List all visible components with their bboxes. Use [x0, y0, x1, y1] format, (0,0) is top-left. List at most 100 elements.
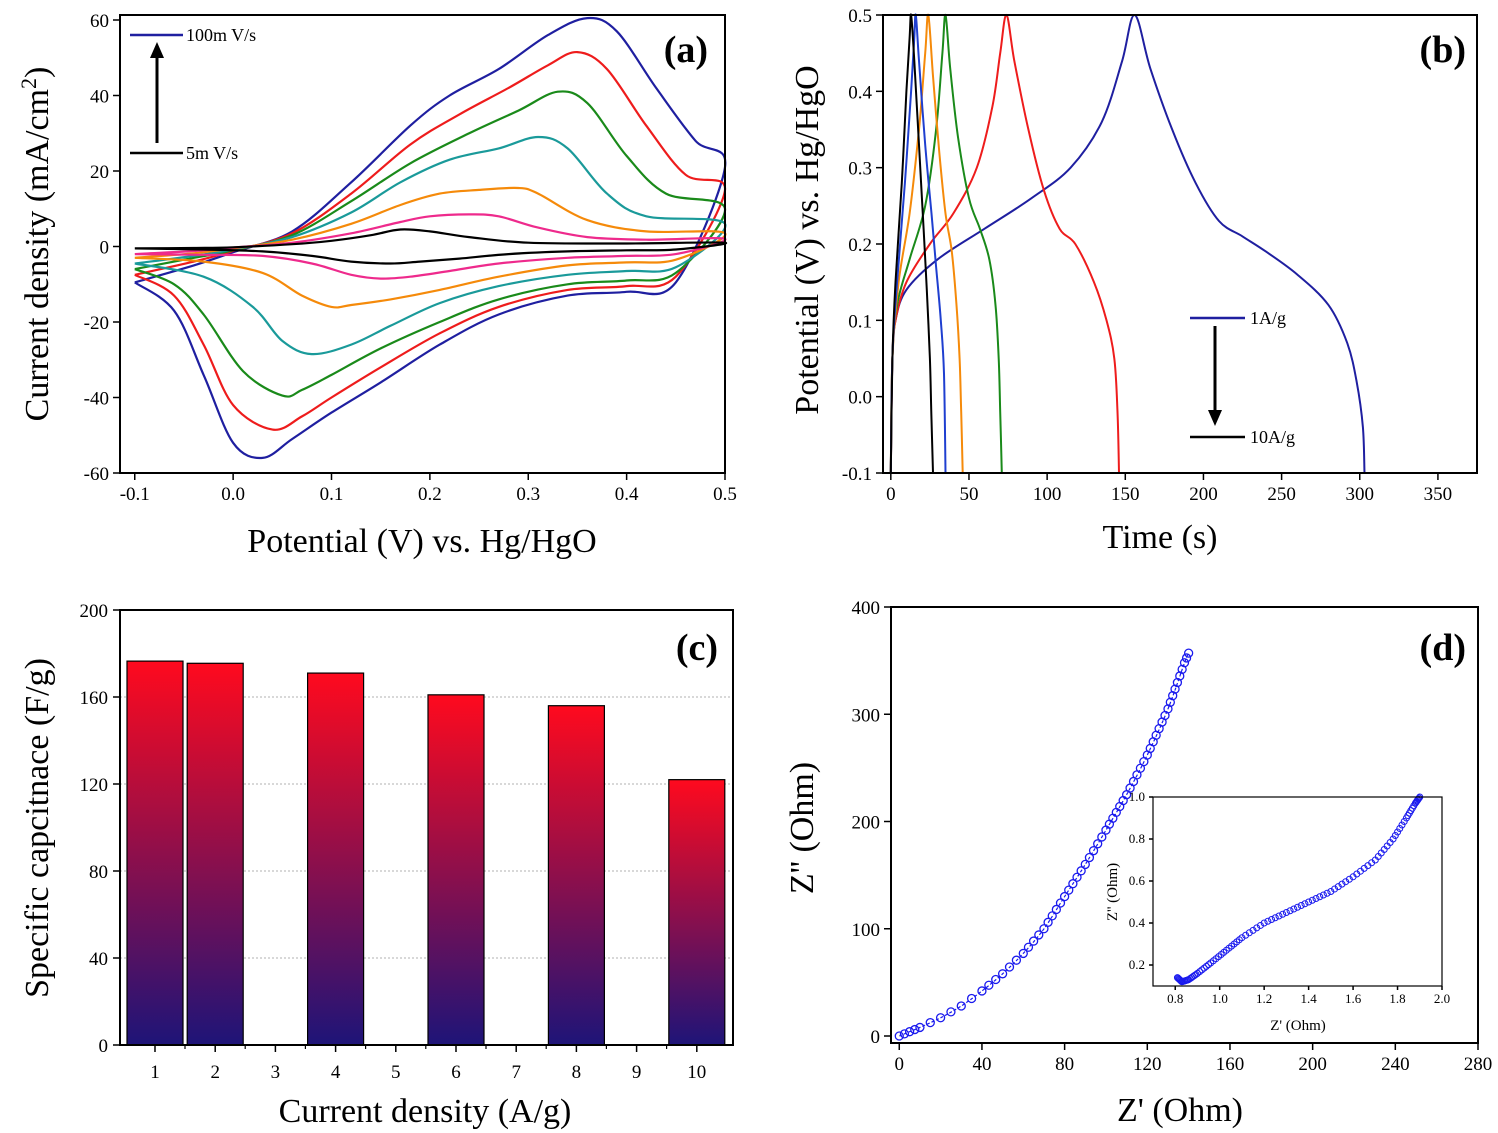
- panel-d-inset-xtick-label: 2.0: [1434, 991, 1450, 1006]
- panel-a-series-100mVs: [134, 16, 727, 460]
- panel-a-ytick-label: 40: [90, 87, 109, 108]
- panel-d-point: [1177, 664, 1187, 675]
- panel-b-xtick-label: 250: [1267, 484, 1296, 505]
- panel-d-inset-point: [1268, 916, 1276, 923]
- panel-b-xtick-label: 100: [1033, 484, 1062, 505]
- panel-d-inset-point: [1286, 907, 1294, 915]
- panel-d-inset-bg: [1153, 797, 1442, 986]
- panel-b-series-10Ag: [889, 13, 934, 474]
- panel-a-ylabel: Current density (mA/cm2): [16, 67, 56, 422]
- panel-c-frame: [119, 609, 734, 1046]
- panel-d-point: [991, 974, 1001, 985]
- panel-b-xtick-label: 200: [1189, 484, 1218, 505]
- panel-d-point: [894, 1031, 904, 1041]
- panel-b-arrow-head: [1208, 410, 1222, 426]
- panel-d-inset-xtick-label: 1.4: [1300, 991, 1317, 1006]
- panel-a-xtick-label: 0.3: [516, 484, 540, 505]
- panel-d-ytick-label: 400: [852, 598, 881, 619]
- panel-d-xtick-label: 120: [1133, 1054, 1162, 1075]
- panel-d-point: [1068, 879, 1078, 889]
- panel-d-point: [1047, 911, 1057, 921]
- panel-b-xtick-label: 0: [886, 484, 896, 505]
- panel-d-inset: 0.8 1.0 1.2 1.4 1.6 1.8 2.0 0.2 0.4 0.6 0.8 1.0 Z' …: [1105, 789, 1450, 1034]
- panel-b-series-4Ag: [889, 13, 1003, 474]
- panel-a-label: (a): [664, 29, 708, 71]
- panel-d-nyquist: 0 40 80 120 160 200 240 280 0 100 200 300 400 (d) Z'…: [784, 598, 1492, 1129]
- panel-d-point: [1080, 859, 1090, 870]
- panel-d-point: [1059, 891, 1070, 902]
- panel-d-inset-xtick-label: 0.8: [1167, 991, 1183, 1006]
- panel-d-point: [1028, 936, 1039, 946]
- panel-a-ytick-label: -40: [84, 389, 109, 410]
- panel-d-ytick-label: 200: [852, 813, 881, 834]
- panel-d-point: [1175, 671, 1185, 681]
- panel-d-ytick-label: 0: [871, 1027, 881, 1048]
- panel-d-point: [1097, 832, 1107, 842]
- panel-d-point: [1055, 898, 1066, 908]
- panel-d-xlabel: Z' (Ohm): [1117, 1092, 1243, 1129]
- panel-d-point: [915, 1022, 925, 1033]
- panel-d-inset-point: [1205, 961, 1213, 969]
- panel-c-bar-6: [427, 694, 485, 1046]
- panel-d-inset-frame: [1152, 796, 1443, 987]
- panel-a-xtick-label: 0.4: [615, 484, 639, 505]
- panel-d-inset-ytick-label: 0.4: [1129, 915, 1146, 930]
- panel-d-point: [1163, 704, 1173, 714]
- panel-c-bar-10: [668, 779, 726, 1046]
- panel-d-point: [910, 1024, 920, 1035]
- panel-d-inset-point: [1301, 900, 1309, 908]
- panel-d-inset-point: [1260, 919, 1268, 927]
- panel-a-xlabel: Potential (V) vs. Hg/HgO: [247, 523, 596, 560]
- panel-d-inset-point: [1275, 912, 1283, 920]
- panel-c-bar-4: [307, 672, 365, 1046]
- panel-b-legend-1ag: 1A/g: [1250, 308, 1286, 328]
- panel-d-inset-point: [1198, 966, 1206, 974]
- panel-a-frame: [119, 14, 726, 474]
- panel-c-bar-8: [547, 705, 606, 1046]
- panel-a-xtick-label: 0.2: [418, 484, 442, 505]
- panel-c-label: (c): [676, 627, 718, 669]
- panel-d-point: [1023, 942, 1034, 952]
- panel-d-point: [1051, 904, 1062, 915]
- panel-c-bar-1: [126, 660, 184, 1046]
- panel-c-ytick-label: 0: [99, 1036, 109, 1057]
- panel-d-inset-point: [1297, 902, 1305, 909]
- panel-d-inset-point: [1202, 962, 1210, 970]
- panel-d-point: [1093, 839, 1103, 849]
- panel-d-point: [1084, 852, 1095, 863]
- panel-a-ylabel-end: ): [19, 67, 56, 78]
- panel-b-label: (b): [1420, 29, 1466, 71]
- panel-d-point: [1168, 691, 1178, 701]
- panel-d-point: [1004, 962, 1015, 972]
- panel-d-xtick-label: 80: [1055, 1054, 1074, 1075]
- panel-d-inset-point: [1282, 909, 1290, 916]
- panel-d-point: [1018, 948, 1028, 959]
- panel-c-xtick-label: 9: [632, 1062, 642, 1083]
- panel-d-inset-point: [1396, 825, 1404, 832]
- panel-d-point: [1011, 955, 1022, 965]
- panel-a-legend-100mvs: 100m V/s: [186, 25, 256, 45]
- panel-b-xlabel: Time (s): [1103, 519, 1218, 556]
- panel-d-ylabel: Z'' (Ohm): [784, 762, 821, 894]
- panel-c-xtick-label: 8: [572, 1062, 582, 1083]
- panel-d-inset-point: [1200, 964, 1208, 972]
- panel-d-inset-xtick-label: 1.8: [1389, 991, 1405, 1006]
- panel-d-inset-ytick-label: 0.6: [1129, 873, 1146, 888]
- panel-a-ytick-label: 60: [90, 11, 109, 32]
- panel-d-point: [1179, 658, 1190, 668]
- panel-d-ytick-label: 300: [852, 705, 881, 726]
- panel-d-inset-ylabel: Z'' (Ohm): [1105, 863, 1121, 921]
- panel-c-ytick-label: 200: [80, 601, 109, 622]
- panel-c-xlabel: Current density (A/g): [279, 1093, 572, 1130]
- panel-a-xtick-label: 0.5: [713, 484, 737, 505]
- panel-c-ytick-label: 40: [89, 949, 108, 970]
- panel-d-inset-point: [1312, 895, 1320, 902]
- panel-d-inset-point: [1389, 835, 1397, 843]
- panel-d-xtick-label: 0: [895, 1054, 905, 1075]
- panel-d-inset-point: [1294, 903, 1301, 911]
- panel-d-point: [1043, 917, 1053, 927]
- panel-b-gcd: 0 50 100 150 200 250 300 350 -0.1 0.0 0.1 0.2 0.3 0.4…: [789, 6, 1478, 556]
- panel-d-inset-point: [1414, 795, 1422, 803]
- panel-c-ytick-label: 120: [80, 775, 109, 796]
- panel-c-ytick-label: 160: [80, 688, 109, 709]
